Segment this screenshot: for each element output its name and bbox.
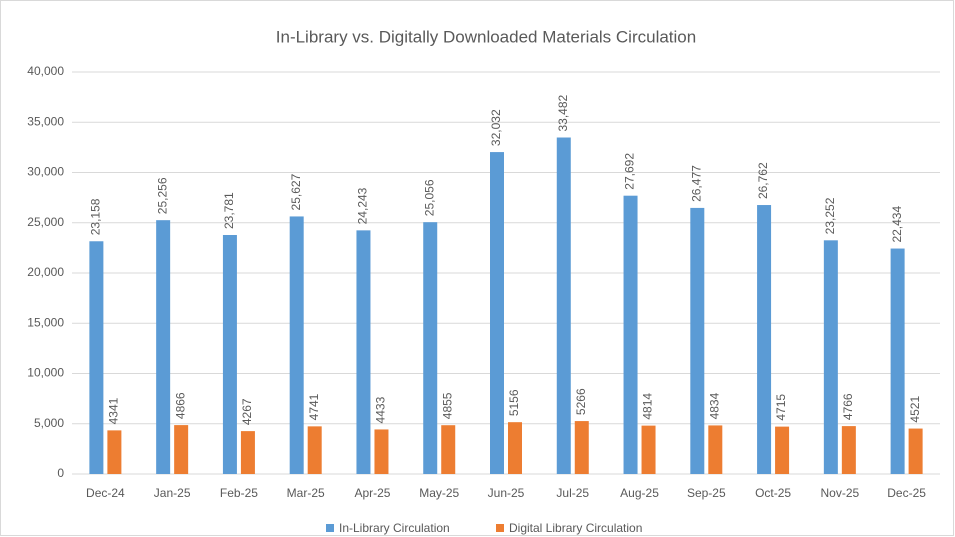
data-label: 25,627 bbox=[289, 173, 303, 210]
bar bbox=[156, 220, 171, 474]
bar bbox=[222, 235, 237, 474]
data-label: 4741 bbox=[307, 393, 321, 420]
y-tick-label: 35,000 bbox=[27, 114, 64, 128]
y-tick-label: 40,000 bbox=[27, 64, 64, 78]
bar bbox=[890, 248, 905, 474]
legend-swatch bbox=[326, 524, 334, 532]
data-label: 4855 bbox=[440, 392, 454, 419]
data-label: 5156 bbox=[507, 389, 521, 416]
data-label: 4341 bbox=[107, 397, 121, 424]
x-tick-label: Dec-25 bbox=[887, 486, 926, 500]
legend-label: Digital Library Circulation bbox=[509, 521, 642, 535]
bar bbox=[289, 216, 304, 474]
bar bbox=[423, 222, 438, 474]
x-tick-label: Jan-25 bbox=[154, 486, 191, 500]
bar bbox=[556, 137, 571, 474]
data-label: 4834 bbox=[707, 392, 721, 419]
bar bbox=[574, 421, 589, 474]
data-label: 4521 bbox=[908, 396, 922, 423]
data-label: 5266 bbox=[574, 388, 588, 415]
data-label: 27,692 bbox=[623, 153, 637, 190]
y-tick-label: 20,000 bbox=[27, 265, 64, 279]
bar bbox=[823, 240, 838, 474]
bar bbox=[240, 431, 255, 474]
data-label: 25,256 bbox=[155, 177, 169, 214]
x-tick-label: Apr-25 bbox=[354, 486, 390, 500]
x-tick-label: Oct-25 bbox=[755, 486, 791, 500]
y-tick-label: 25,000 bbox=[27, 215, 64, 229]
x-tick-label: Jul-25 bbox=[556, 486, 589, 500]
legend-swatch bbox=[496, 524, 504, 532]
bar bbox=[641, 425, 656, 474]
bar bbox=[841, 426, 856, 474]
y-tick-label: 30,000 bbox=[27, 165, 64, 179]
data-label: 26,477 bbox=[689, 165, 703, 202]
bar bbox=[508, 422, 522, 474]
data-label: 4814 bbox=[641, 393, 655, 420]
data-label: 33,482 bbox=[556, 94, 570, 131]
x-tick-label: Mar-25 bbox=[287, 486, 325, 500]
bar bbox=[623, 195, 638, 474]
data-label: 26,762 bbox=[756, 162, 770, 199]
chart-title: In-Library vs. Digitally Downloaded Mate… bbox=[276, 27, 696, 46]
bar bbox=[775, 426, 790, 474]
y-tick-label: 10,000 bbox=[27, 366, 64, 380]
bar bbox=[708, 425, 723, 474]
x-tick-label: Sep-25 bbox=[687, 486, 726, 500]
bar bbox=[174, 425, 189, 474]
data-label: 24,243 bbox=[356, 187, 370, 224]
data-label: 4866 bbox=[173, 392, 187, 419]
bar bbox=[107, 430, 122, 474]
data-label: 23,158 bbox=[89, 198, 103, 235]
bar bbox=[307, 426, 322, 474]
bar bbox=[356, 230, 371, 474]
data-label: 4267 bbox=[240, 398, 254, 425]
y-tick-label: 0 bbox=[57, 466, 64, 480]
x-tick-label: Nov-25 bbox=[821, 486, 860, 500]
data-label: 22,434 bbox=[890, 206, 904, 243]
data-label: 23,252 bbox=[823, 197, 837, 234]
data-label: 25,056 bbox=[422, 179, 436, 216]
data-label: 32,032 bbox=[489, 109, 503, 146]
x-tick-label: Dec-24 bbox=[86, 486, 125, 500]
x-tick-label: May-25 bbox=[419, 486, 459, 500]
bar bbox=[690, 207, 705, 475]
x-tick-label: Aug-25 bbox=[620, 486, 659, 500]
bar bbox=[757, 205, 772, 474]
data-label: 4433 bbox=[374, 396, 388, 423]
x-tick-label: Jun-25 bbox=[488, 486, 525, 500]
y-tick-label: 5,000 bbox=[34, 416, 64, 430]
bar bbox=[374, 429, 389, 474]
data-label: 4766 bbox=[841, 393, 855, 420]
y-tick-label: 15,000 bbox=[27, 315, 64, 329]
bar bbox=[908, 428, 923, 474]
data-label: 23,781 bbox=[222, 192, 236, 229]
legend-label: In-Library Circulation bbox=[339, 521, 450, 535]
bar bbox=[89, 241, 104, 474]
x-tick-label: Feb-25 bbox=[220, 486, 258, 500]
bar bbox=[441, 425, 456, 474]
data-label: 4715 bbox=[774, 394, 788, 421]
bar bbox=[490, 152, 504, 474]
